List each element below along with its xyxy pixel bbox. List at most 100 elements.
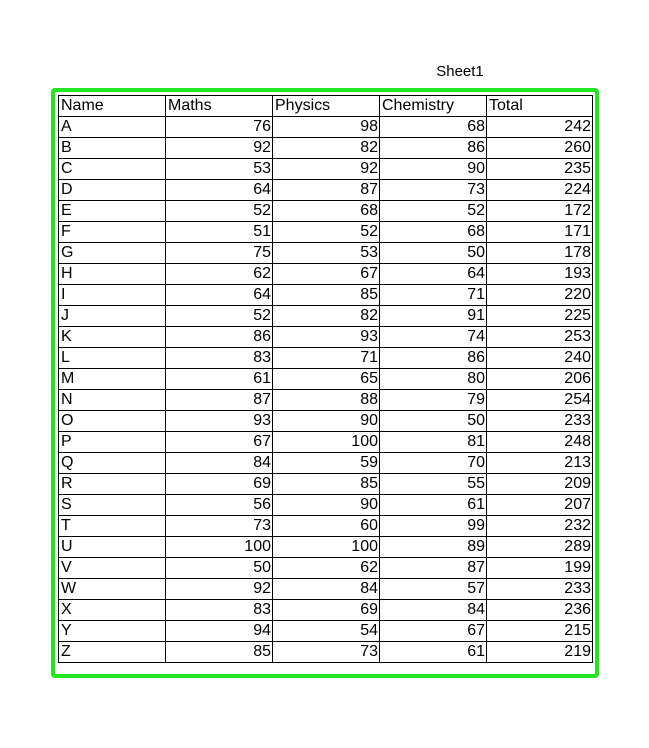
cell-physics: 82 (272, 137, 380, 159)
table-row: K 86 93 74 253 (58, 326, 593, 348)
cell-name: T (58, 515, 166, 537)
cell-physics: 100 (272, 536, 380, 558)
cell-chemistry: 52 (379, 200, 487, 222)
cell-name: U (58, 536, 166, 558)
cell-maths: 61 (165, 368, 273, 390)
header-chemistry: Chemistry (379, 95, 487, 117)
cell-physics: 69 (272, 599, 380, 621)
cell-name: H (58, 263, 166, 285)
cell-name: J (58, 305, 166, 327)
table-row: G 75 53 50 178 (58, 242, 593, 264)
cell-chemistry: 50 (379, 242, 487, 264)
cell-total: 220 (486, 284, 593, 306)
table-body: Name Maths Physics Chemistry Total A 76 98 68 242… (58, 95, 593, 663)
cell-chemistry: 57 (379, 578, 487, 600)
cell-total: 178 (486, 242, 593, 264)
cell-physics: 60 (272, 515, 380, 537)
cell-chemistry: 67 (379, 620, 487, 642)
cell-chemistry: 84 (379, 599, 487, 621)
cell-total: 215 (486, 620, 593, 642)
header-name: Name (58, 95, 166, 117)
cell-total: 254 (486, 389, 593, 411)
cell-name: E (58, 200, 166, 222)
cell-chemistry: 70 (379, 452, 487, 474)
cell-physics: 100 (272, 431, 380, 453)
table-row: U 100 100 89 289 (58, 536, 593, 558)
cell-chemistry: 68 (379, 116, 487, 138)
cell-maths: 52 (165, 200, 273, 222)
cell-chemistry: 61 (379, 641, 487, 663)
cell-name: V (58, 557, 166, 579)
cell-physics: 62 (272, 557, 380, 579)
cell-chemistry: 89 (379, 536, 487, 558)
cell-maths: 52 (165, 305, 273, 327)
table-row: O 93 90 50 233 (58, 410, 593, 432)
table-row: M 61 65 80 206 (58, 368, 593, 390)
cell-chemistry: 79 (379, 389, 487, 411)
cell-name: P (58, 431, 166, 453)
cell-physics: 85 (272, 473, 380, 495)
cell-chemistry: 87 (379, 557, 487, 579)
table-row: S 56 90 61 207 (58, 494, 593, 516)
table-row: W 92 84 57 233 (58, 578, 593, 600)
cell-total: 232 (486, 515, 593, 537)
cell-total: 207 (486, 494, 593, 516)
table-row: C 53 92 90 235 (58, 158, 593, 180)
cell-physics: 53 (272, 242, 380, 264)
table-row: Y 94 54 67 215 (58, 620, 593, 642)
cell-physics: 84 (272, 578, 380, 600)
cell-name: L (58, 347, 166, 369)
cell-physics: 82 (272, 305, 380, 327)
cell-name: S (58, 494, 166, 516)
cell-maths: 83 (165, 599, 273, 621)
cell-maths: 76 (165, 116, 273, 138)
cell-total: 206 (486, 368, 593, 390)
cell-maths: 92 (165, 578, 273, 600)
cell-physics: 90 (272, 494, 380, 516)
cell-maths: 67 (165, 431, 273, 453)
cell-maths: 53 (165, 158, 273, 180)
cell-name: C (58, 158, 166, 180)
cell-chemistry: 68 (379, 221, 487, 243)
data-table: Name Maths Physics Chemistry Total A 76 98 68 242… (58, 95, 593, 663)
table-row: J 52 82 91 225 (58, 305, 593, 327)
table-row: V 50 62 87 199 (58, 557, 593, 579)
cell-chemistry: 71 (379, 284, 487, 306)
cell-maths: 62 (165, 263, 273, 285)
cell-name: F (58, 221, 166, 243)
cell-maths: 69 (165, 473, 273, 495)
cell-physics: 73 (272, 641, 380, 663)
cell-name: Y (58, 620, 166, 642)
cell-physics: 93 (272, 326, 380, 348)
cell-chemistry: 61 (379, 494, 487, 516)
cell-physics: 65 (272, 368, 380, 390)
cell-physics: 92 (272, 158, 380, 180)
header-row: Name Maths Physics Chemistry Total (58, 95, 593, 117)
cell-physics: 87 (272, 179, 380, 201)
cell-maths: 92 (165, 137, 273, 159)
cell-total: 209 (486, 473, 593, 495)
cell-total: 225 (486, 305, 593, 327)
cell-chemistry: 86 (379, 347, 487, 369)
table-row: A 76 98 68 242 (58, 116, 593, 138)
cell-physics: 59 (272, 452, 380, 474)
cell-maths: 75 (165, 242, 273, 264)
cell-name: D (58, 179, 166, 201)
cell-chemistry: 99 (379, 515, 487, 537)
cell-total: 213 (486, 452, 593, 474)
cell-total: 219 (486, 641, 593, 663)
cell-physics: 71 (272, 347, 380, 369)
cell-total: 171 (486, 221, 593, 243)
cell-total: 248 (486, 431, 593, 453)
cell-chemistry: 90 (379, 158, 487, 180)
cell-total: 233 (486, 410, 593, 432)
cell-physics: 52 (272, 221, 380, 243)
cell-name: B (58, 137, 166, 159)
cell-name: M (58, 368, 166, 390)
cell-maths: 64 (165, 179, 273, 201)
cell-maths: 64 (165, 284, 273, 306)
cell-chemistry: 64 (379, 263, 487, 285)
cell-total: 235 (486, 158, 593, 180)
cell-name: K (58, 326, 166, 348)
cell-chemistry: 86 (379, 137, 487, 159)
